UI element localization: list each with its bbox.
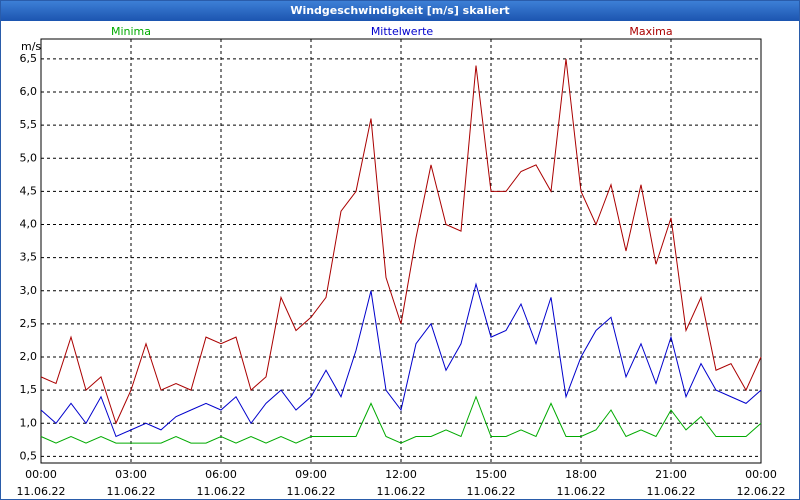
- x-tick-date: 11.06.22: [17, 485, 66, 498]
- x-tick-label: 06:00: [205, 468, 237, 481]
- x-tick-date: 11.06.22: [467, 485, 516, 498]
- x-tick-date: 11.06.22: [197, 485, 246, 498]
- y-tick-label: 6,5: [20, 52, 38, 65]
- x-tick-label: 00:00: [745, 468, 777, 481]
- legend-entry: Minima: [111, 25, 151, 38]
- y-tick-label: 1,0: [20, 416, 38, 429]
- legend-entry: Maxima: [629, 25, 672, 38]
- x-tick-date: 11.06.22: [287, 485, 336, 498]
- x-tick-label: 09:00: [295, 468, 327, 481]
- title-bar: Windgeschwindigkeit [m/s] skaliert: [1, 1, 799, 21]
- y-tick-label: 1,5: [20, 383, 38, 396]
- chart: m/s 0,5 1,0 1,5 2,0 2,5 3,0 3,5 4,0 4,5 5,0 5,5 6,0…: [17, 25, 786, 498]
- x-tick-label: 03:00: [115, 468, 147, 481]
- y-tick-label: 4,0: [20, 218, 38, 231]
- x-tick-date: 11.06.22: [377, 485, 426, 498]
- series-line: [40, 282, 762, 438]
- legend-entry: Mittelwerte: [371, 25, 434, 38]
- y-tick-label: 2,5: [20, 317, 38, 330]
- y-tick-label: 2,0: [20, 350, 38, 363]
- x-tick-date: 12.06.22: [737, 485, 786, 498]
- y-tick-label: 6,0: [20, 85, 38, 98]
- x-tick-label: 18:00: [565, 468, 597, 481]
- x-tick-date: 11.06.22: [557, 485, 606, 498]
- series-line: [40, 58, 762, 425]
- x-tick-label: 12:00: [385, 468, 417, 481]
- x-tick-label: 00:00: [25, 468, 57, 481]
- y-tick-label: 3,5: [20, 251, 38, 264]
- x-tick-label: 21:00: [655, 468, 687, 481]
- y-tick-label: 0,5: [20, 449, 38, 462]
- y-tick-label: 3,0: [20, 284, 38, 297]
- x-tick-date: 11.06.22: [647, 485, 696, 498]
- series-line: [40, 395, 762, 444]
- y-axis-label: m/s: [21, 40, 41, 53]
- y-tick-label: 5,0: [20, 151, 38, 164]
- x-tick-date: 11.06.22: [107, 485, 156, 498]
- y-tick-label: 5,5: [20, 118, 38, 131]
- x-tick-label: 15:00: [475, 468, 507, 481]
- y-tick-label: 4,5: [20, 184, 38, 197]
